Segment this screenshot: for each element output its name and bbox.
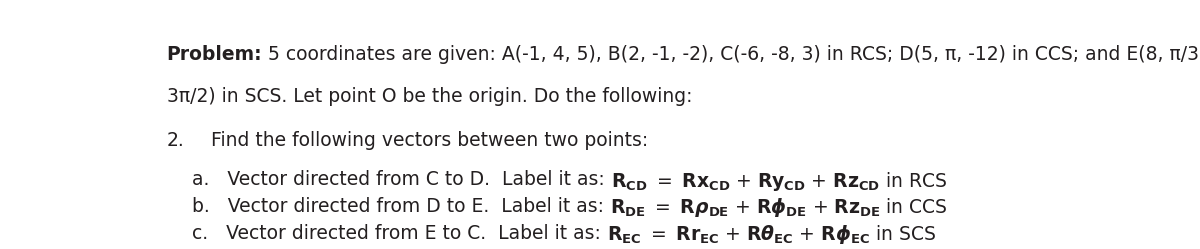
Text: a.   Vector directed from C to D.  Label it as:: a. Vector directed from C to D. Label it… [192,170,611,189]
Text: Problem:: Problem: [167,45,263,64]
Text: 5 coordinates are given: A(-1, 4, 5), B(2, -1, -2), C(-6, -8, 3) in RCS; D(5, π,: 5 coordinates are given: A(-1, 4, 5), B(… [263,45,1200,64]
Text: b.   Vector directed from D to E.  Label it as:: b. Vector directed from D to E. Label it… [192,197,610,216]
Text: $\mathbf{R}_{\mathbf{DE}}$ $=$ $\mathbf{R}\boldsymbol{\rho}_{\mathbf{DE}}$ $+$ $: $\mathbf{R}_{\mathbf{DE}}$ $=$ $\mathbf{… [610,197,948,219]
Text: $\mathbf{R}_{\mathbf{EC}}$ $=$ $\mathbf{R}\mathbf{r}_{\mathbf{EC}}$ $+$ $\mathbf: $\mathbf{R}_{\mathbf{EC}}$ $=$ $\mathbf{… [607,224,936,246]
Text: 2.: 2. [167,131,185,150]
Text: Find the following vectors between two points:: Find the following vectors between two p… [193,131,648,150]
Text: $\mathbf{R}_{\mathbf{CD}}$ $=$ $\mathbf{R}\mathbf{x}_{\mathbf{CD}}$ $+$ $\mathbf: $\mathbf{R}_{\mathbf{CD}}$ $=$ $\mathbf{… [611,170,947,193]
Text: c.   Vector directed from E to C.  Label it as:: c. Vector directed from E to C. Label it… [192,224,607,243]
Text: 3π/2) in SCS. Let point O be the origin. Do the following:: 3π/2) in SCS. Let point O be the origin.… [167,87,692,106]
